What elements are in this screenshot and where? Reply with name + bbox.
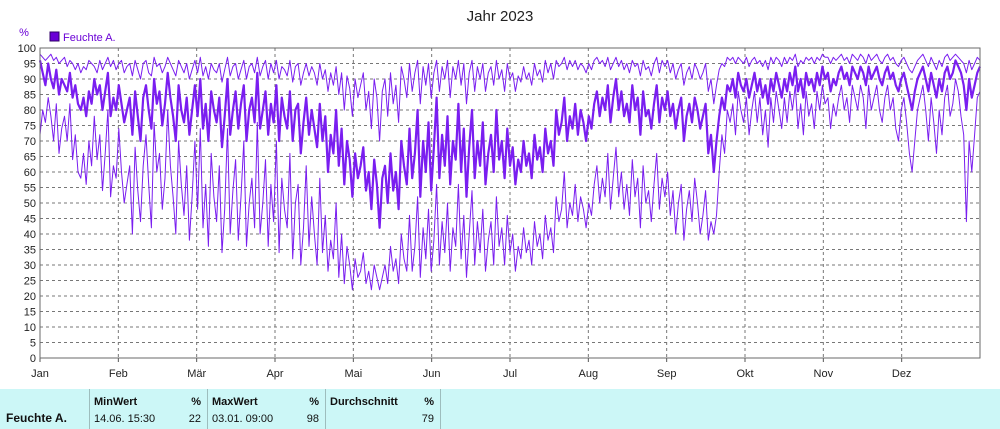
x-tick-label: Mär [187,368,206,380]
y-axis-ticks: 0 5 10 15 20 25 30 35 40 45 50 55 60 65 70 75 80 85 90 95 10… [18,43,36,365]
legend-swatch [49,31,60,42]
y-tick-label: 35 [24,245,36,257]
x-tick-label: Jan [31,368,49,380]
y-axis-unit: % [19,27,29,39]
y-tick-label: 65 [24,152,36,164]
avg-header: Durchschnitt [330,396,398,408]
x-tick-label: Mai [344,368,362,380]
y-tick-label: 20 [24,291,36,303]
y-tick-label: 100 [18,43,36,55]
y-tick-label: 10 [24,322,36,334]
x-tick-label: Okt [736,368,753,380]
max-header: MaxWert [212,396,258,408]
series-group [38,53,982,291]
chart-title: Jahr 2023 [467,8,534,25]
min-value: 22 [188,413,201,425]
y-tick-label: 80 [24,105,36,117]
average-value-block: Durchschnitt% 79 [325,389,441,429]
y-tick-label: 5 [30,338,36,350]
x-axis-ticks: Jan Feb Mär Apr Mai Jun Jul Aug Sep Okt Nov Dez [31,358,911,380]
x-tick-label: Aug [579,368,599,380]
y-tick-label: 75 [24,121,36,133]
y-tick-label: 40 [24,229,36,241]
series-line-envelope [39,78,981,291]
series-line-envelope [39,53,981,142]
humidity-chart: Jahr 2023 % Feuchte A. 0 5 10 15 20 25 30 35 40 4… [18,8,982,380]
avg-unit: % [424,396,434,408]
y-tick-label: 25 [24,276,36,288]
y-tick-label: 45 [24,214,36,226]
min-value-block: MinWert% 14.06. 15:30 22 [89,389,207,429]
y-tick-label: 50 [24,198,36,210]
legend-label: Feuchte A. [63,32,116,44]
y-tick-label: 30 [24,260,36,272]
max-time: 03.01. 09:00 [212,413,274,425]
max-unit: % [309,396,319,408]
x-tick-label: Nov [814,368,834,380]
x-tick-label: Sep [657,368,677,380]
y-tick-label: 90 [24,74,36,86]
statistics-bar: Feuchte A. MinWert% 14.06. 15:30 22 MaxWe… [0,389,1000,429]
max-value: 98 [306,413,319,425]
y-tick-label: 55 [24,183,36,195]
x-tick-label: Jun [423,368,441,380]
y-tick-label: 0 [30,353,36,365]
min-header: MinWert [94,396,138,408]
series-line-avg [38,59,982,229]
x-tick-label: Feb [109,368,128,380]
avg-value: 79 [421,413,434,425]
y-tick-label: 85 [24,90,36,102]
legend: Feuchte A. [49,31,116,44]
y-tick-label: 70 [24,136,36,148]
y-tick-label: 15 [24,307,36,319]
stats-row-label: Feuchte A. [6,411,67,425]
y-tick-label: 95 [24,59,36,71]
x-tick-label: Jul [503,368,517,380]
min-time: 14.06. 15:30 [94,413,156,425]
x-tick-label: Apr [266,368,283,380]
y-tick-label: 60 [24,167,36,179]
plot-frame [39,47,981,359]
x-tick-label: Dez [892,368,912,380]
min-unit: % [191,396,201,408]
max-value-block: MaxWert% 03.01. 09:00 98 [207,389,325,429]
